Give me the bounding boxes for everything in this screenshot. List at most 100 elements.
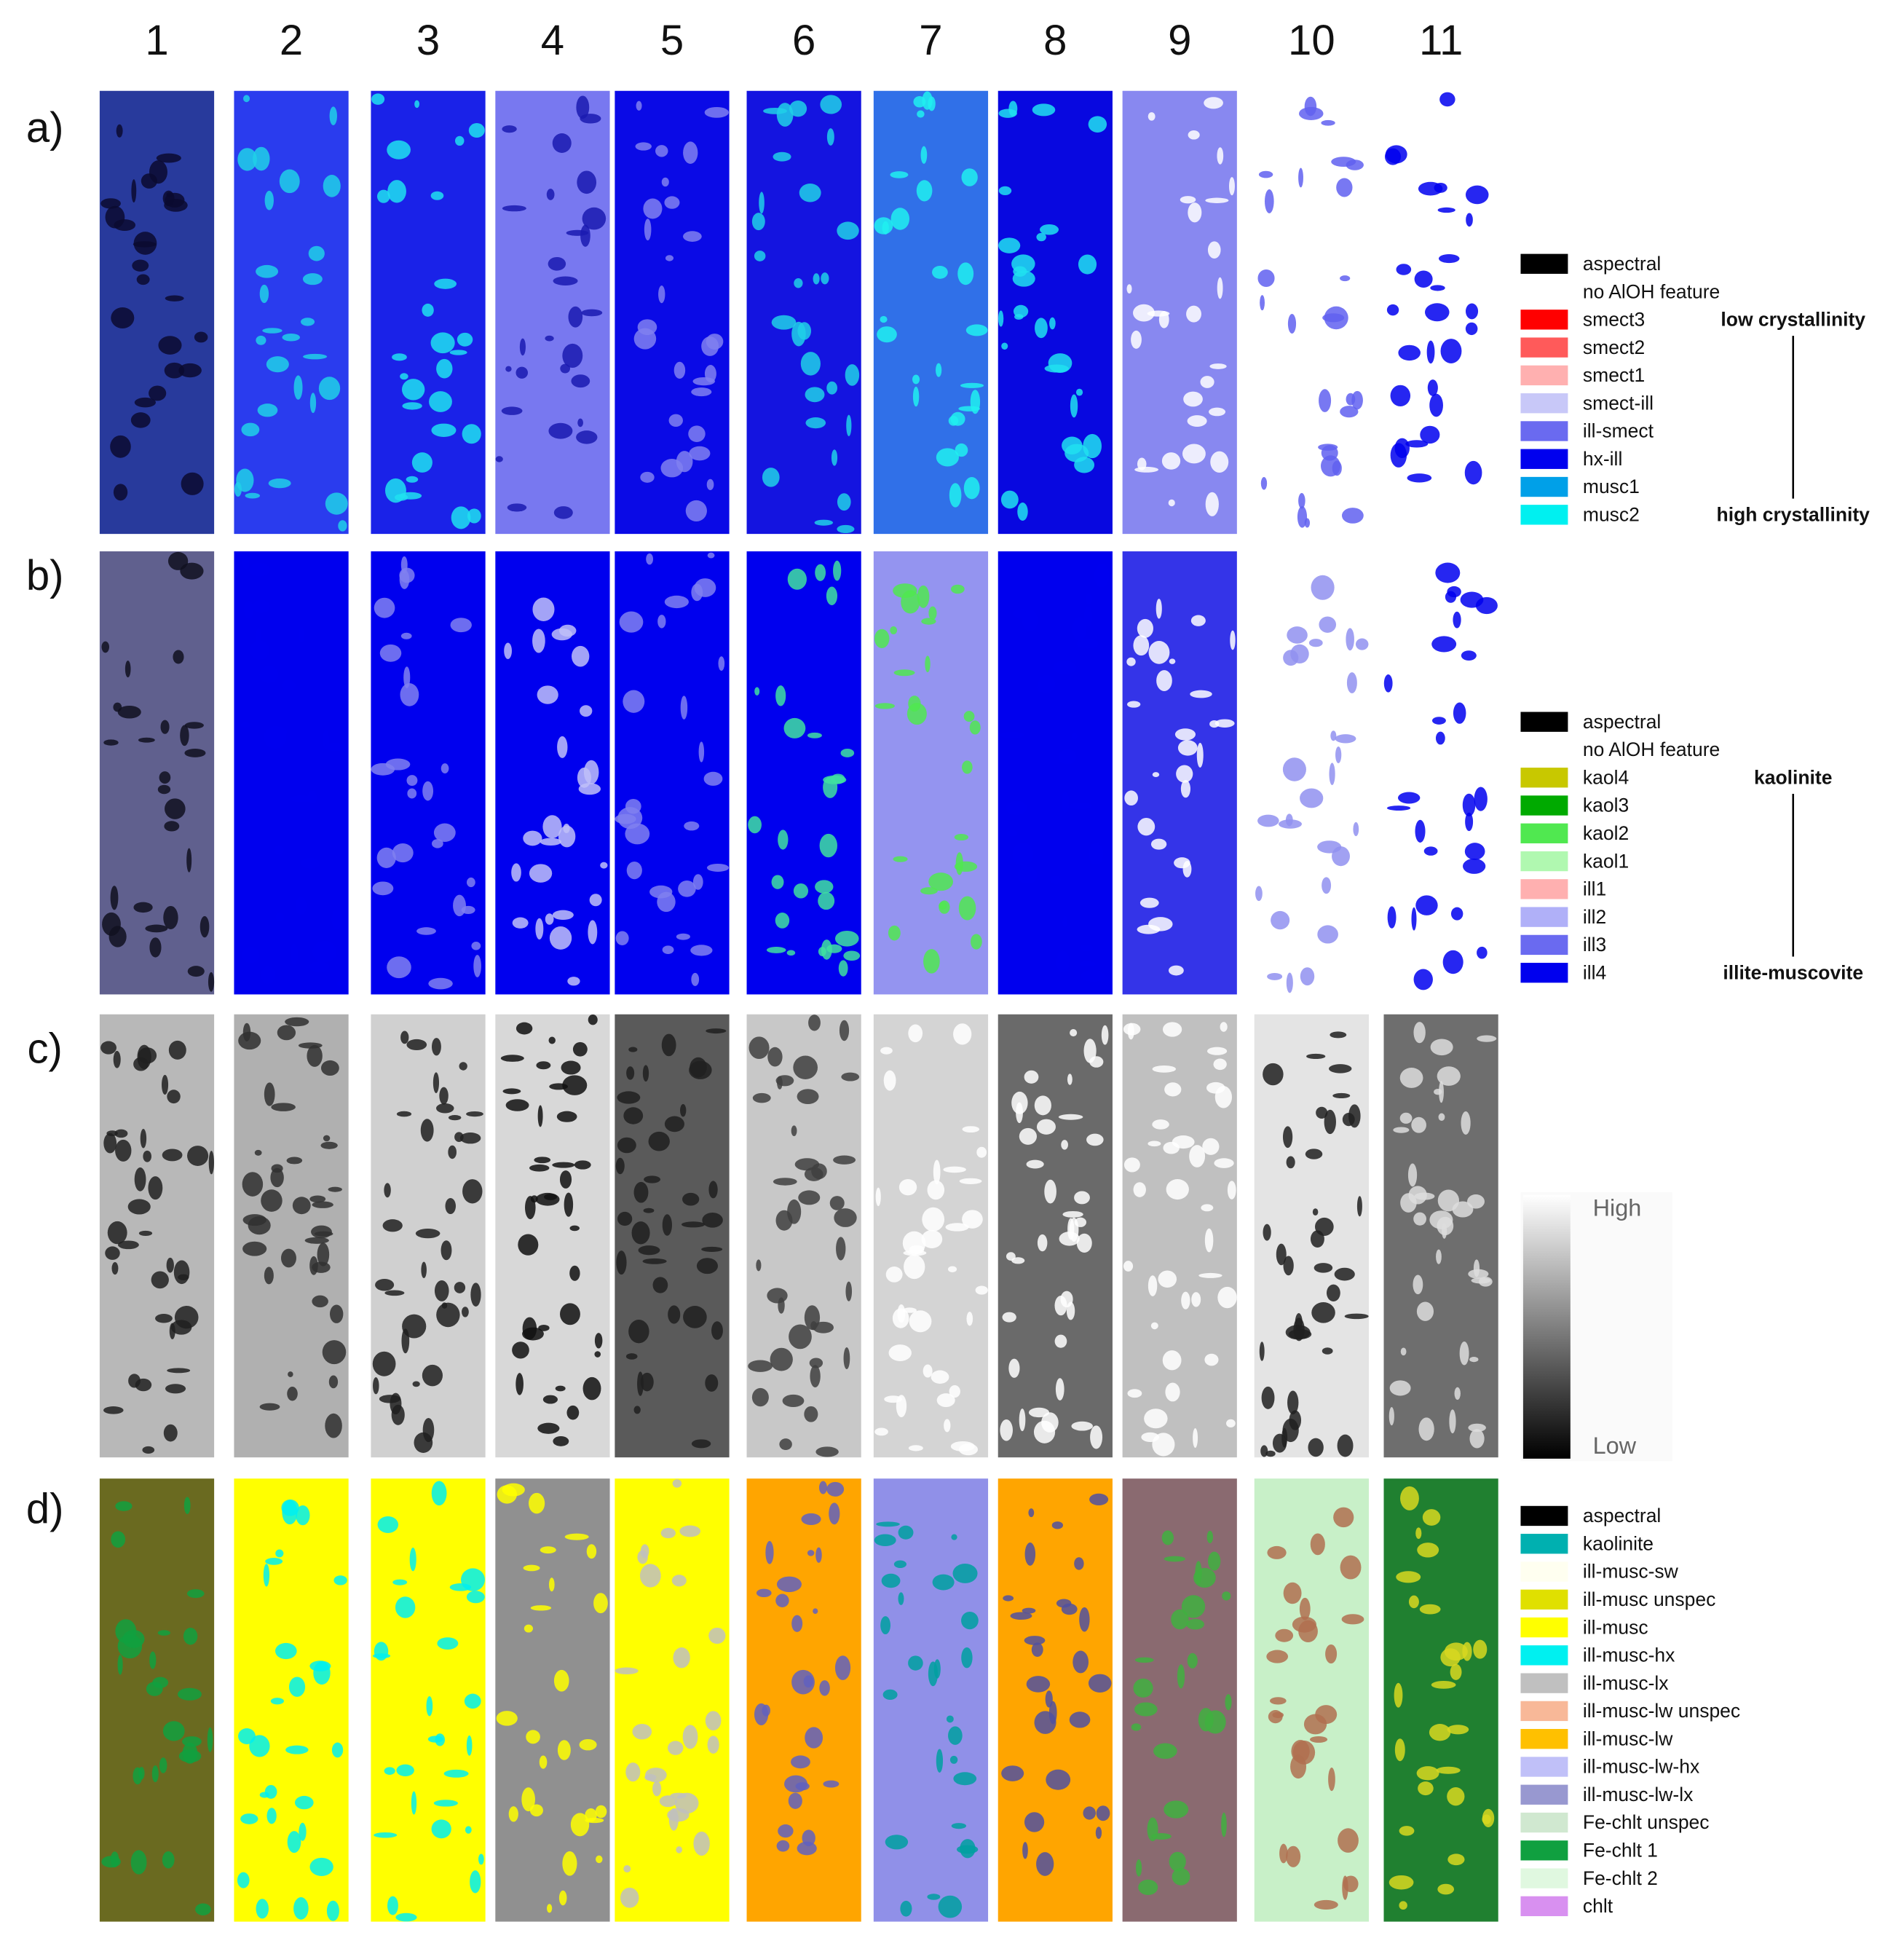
strip-spot — [470, 1870, 481, 1894]
strip-spot — [1131, 330, 1142, 349]
strip-spot — [888, 925, 901, 941]
strip-spot — [615, 813, 636, 824]
strip-spot — [1180, 780, 1190, 798]
strip-spot — [1477, 1035, 1497, 1042]
strip-spot — [431, 1819, 451, 1839]
strip-spot — [372, 881, 394, 896]
strip-spot — [433, 1800, 458, 1807]
strip-spot — [294, 1795, 314, 1810]
strip-spot — [522, 1317, 537, 1340]
strip-spot — [829, 1196, 845, 1210]
strip-background — [99, 1478, 215, 1922]
row-label: d) — [26, 1486, 64, 1533]
strip-spot — [287, 1831, 301, 1853]
strip-spot — [159, 1757, 167, 1773]
strip-spot — [1075, 388, 1083, 396]
strip-spot — [1298, 168, 1303, 188]
strip-spot — [1340, 275, 1351, 282]
strip-spot — [432, 1072, 440, 1093]
strip-spot — [826, 128, 834, 146]
strip-spot — [998, 310, 1004, 327]
strip-spot — [149, 937, 162, 958]
strip-spot — [1024, 1812, 1045, 1832]
strip-spot — [902, 1307, 917, 1313]
strip-spot — [524, 1624, 534, 1633]
strip-spot — [288, 1677, 306, 1697]
strip-spot — [1317, 925, 1338, 944]
strip-spot — [1204, 1710, 1226, 1734]
strip-spot — [762, 1704, 770, 1717]
strip-spot — [819, 1680, 830, 1696]
strip-spot — [407, 788, 417, 799]
strip-spot — [523, 1564, 540, 1572]
strip-spot — [133, 902, 153, 913]
strip-spot — [245, 492, 260, 499]
strip-spot — [195, 1903, 211, 1915]
strip-spot — [1407, 1163, 1418, 1187]
column-number: 10 — [1288, 17, 1335, 64]
strip-spot — [540, 838, 562, 846]
strip-spot — [157, 1630, 170, 1636]
strip-spot — [471, 942, 481, 950]
strip-spot — [180, 562, 204, 580]
strip-spot — [569, 1225, 580, 1232]
strip-spot — [756, 1588, 772, 1598]
strip-spot — [162, 1851, 175, 1869]
strip-spot — [264, 725, 287, 749]
strip-spot — [882, 1689, 898, 1701]
strip-spot — [261, 966, 276, 985]
strip-spot — [617, 1091, 641, 1104]
strip-spot — [884, 1395, 903, 1403]
strip-spot — [637, 319, 657, 336]
strip-spot — [1209, 363, 1227, 369]
strip-spot — [478, 1853, 484, 1865]
strip-spot — [1058, 1114, 1083, 1120]
image-strip — [371, 1478, 486, 1922]
legend-swatch — [1520, 449, 1568, 469]
strip-spot — [207, 1727, 213, 1752]
strip-spot — [676, 933, 690, 940]
strip-spot — [927, 1894, 941, 1900]
strip-spot — [890, 171, 909, 178]
strip-spot — [396, 1111, 412, 1117]
strip-spot — [1453, 702, 1466, 724]
strip-spot — [165, 798, 186, 819]
strip-spot — [1230, 630, 1236, 650]
strip-spot — [371, 93, 385, 105]
strip-spot — [448, 1145, 457, 1159]
legend-swatch — [1520, 1505, 1568, 1526]
strip-spot — [932, 265, 948, 279]
strip-spot — [643, 1208, 655, 1213]
strip-spot — [693, 1831, 710, 1856]
strip-spot — [767, 1288, 788, 1304]
strip-spot — [1000, 731, 1024, 738]
strip-spot — [1413, 1212, 1426, 1226]
strip-spot — [307, 1044, 323, 1067]
strip-spot — [807, 732, 822, 738]
strip-spot — [114, 1129, 128, 1138]
strip-spot — [1217, 147, 1224, 165]
strip-spot — [304, 1237, 329, 1244]
strip-spot — [928, 606, 937, 621]
strip-spot — [555, 1385, 566, 1392]
strip-spot — [1319, 389, 1332, 412]
strip-spot — [287, 1387, 298, 1401]
strip-spot — [577, 170, 597, 194]
strip-spot — [1389, 1875, 1414, 1890]
strip-spot — [1076, 639, 1099, 649]
strip-spot — [1190, 615, 1206, 626]
strip-spot — [549, 926, 572, 950]
strip-spot — [1051, 1521, 1064, 1529]
strip-spot — [1322, 877, 1332, 894]
strip-spot — [957, 262, 974, 285]
strip-spot — [1079, 961, 1097, 967]
strip-spot — [949, 483, 962, 508]
strip-spot — [775, 1075, 794, 1087]
strip-spot — [157, 784, 171, 795]
strip-spot — [955, 443, 968, 457]
legend-swatch — [1520, 1757, 1568, 1777]
strip-spot — [1312, 1208, 1319, 1216]
strip-spot — [496, 1711, 518, 1726]
strip-spot — [807, 1550, 815, 1556]
strip-spot — [311, 1225, 332, 1239]
